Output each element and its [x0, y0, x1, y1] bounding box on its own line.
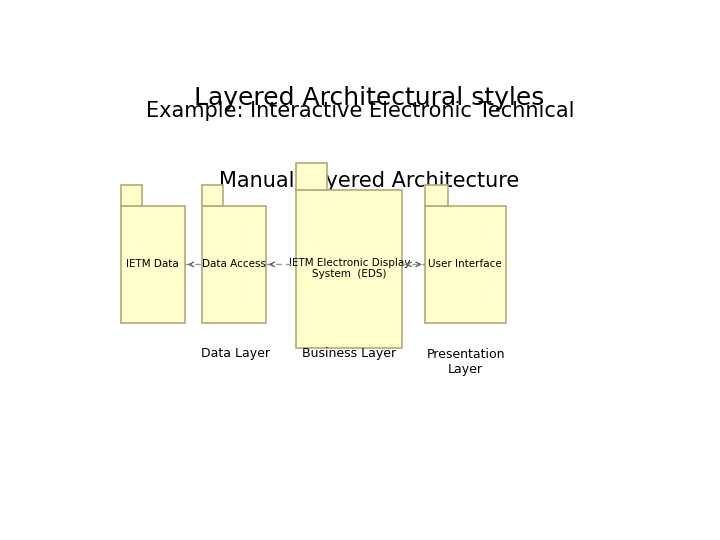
Text: Business Layer: Business Layer: [302, 347, 397, 360]
Text: IETM Electronic Display
System  (EDS): IETM Electronic Display System (EDS): [289, 258, 410, 279]
Text: Presentation
Layer: Presentation Layer: [426, 348, 505, 376]
Text: Example: Interactive Electronic Technical: Example: Interactive Electronic Technica…: [145, 100, 575, 121]
Bar: [202, 206, 266, 322]
Text: User Interface: User Interface: [428, 259, 502, 269]
Text: Layered Architectural styles: Layered Architectural styles: [194, 86, 544, 110]
Text: Data Layer: Data Layer: [201, 347, 269, 360]
Text: IETM Data: IETM Data: [127, 259, 179, 269]
Bar: [297, 163, 327, 190]
Text: Manual Layered Architecture: Manual Layered Architecture: [219, 171, 519, 191]
Text: Data Access: Data Access: [202, 259, 266, 269]
Bar: [202, 185, 222, 206]
Bar: [121, 206, 185, 322]
Bar: [425, 206, 505, 322]
Bar: [425, 185, 449, 206]
Bar: [121, 185, 142, 206]
Bar: [297, 190, 402, 348]
